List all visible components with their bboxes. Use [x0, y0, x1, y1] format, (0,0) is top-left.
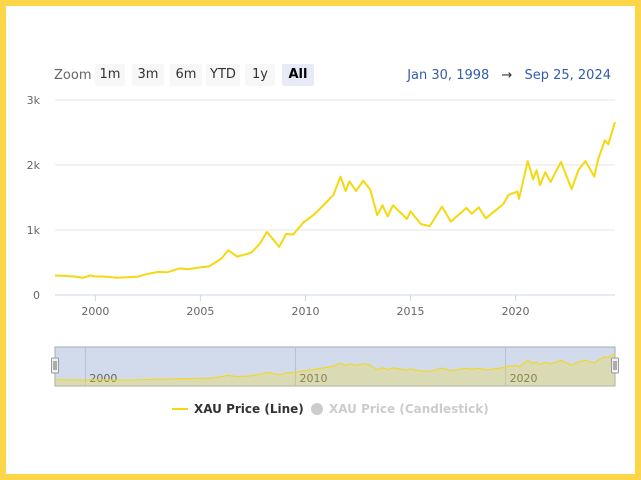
navigator-handle-right[interactable]: [611, 357, 619, 374]
x-tick-label: 2015: [397, 305, 425, 318]
zoom-all-button[interactable]: All: [282, 64, 314, 86]
y-tick-label: 0: [33, 289, 40, 302]
zoom-3m-button[interactable]: 3m: [132, 64, 164, 86]
navigator-series-area: [55, 353, 615, 386]
navigator-handle-left[interactable]: [51, 357, 59, 374]
y-tick-label: 1k: [27, 224, 41, 237]
zoom-1y-button[interactable]: 1y: [245, 64, 275, 86]
x-tick-label: 2010: [291, 305, 319, 318]
x-tick-label: 2020: [502, 305, 530, 318]
date-to-input[interactable]: Sep 25, 2024: [524, 68, 611, 83]
zoom-label: Zoom: [54, 68, 92, 83]
legend-line-marker: [172, 408, 188, 410]
y-tick-label: 3k: [27, 94, 41, 107]
zoom-6m-button[interactable]: 6m: [170, 64, 202, 86]
navigator-tick-label: 2000: [89, 372, 117, 385]
x-tick-label: 2005: [186, 305, 214, 318]
navigator-series-line: [54, 353, 616, 381]
navigator-tick-label: 2020: [510, 372, 538, 385]
legend-candle-label: XAU Price (Candlestick): [329, 402, 489, 416]
legend-line-label: XAU Price (Line): [194, 402, 304, 416]
zoom-ytd-button[interactable]: YTD: [206, 64, 240, 86]
x-tick-label: 2000: [81, 305, 109, 318]
legend-candle-marker: [311, 403, 323, 415]
zoom-1m-button[interactable]: 1m: [95, 64, 125, 86]
date-range-arrow: →: [501, 68, 513, 83]
legend-item-line[interactable]: XAU Price (Line): [172, 402, 304, 416]
y-tick-label: 2k: [27, 159, 41, 172]
date-from-input[interactable]: Jan 30, 1998: [407, 68, 490, 83]
series-line-xau-price: [54, 121, 616, 279]
date-range: Jan 30, 1998 → Sep 25, 2024: [407, 68, 611, 83]
legend-item-candlestick[interactable]: XAU Price (Candlestick): [311, 402, 489, 416]
navigator-tick-label: 2010: [299, 372, 327, 385]
